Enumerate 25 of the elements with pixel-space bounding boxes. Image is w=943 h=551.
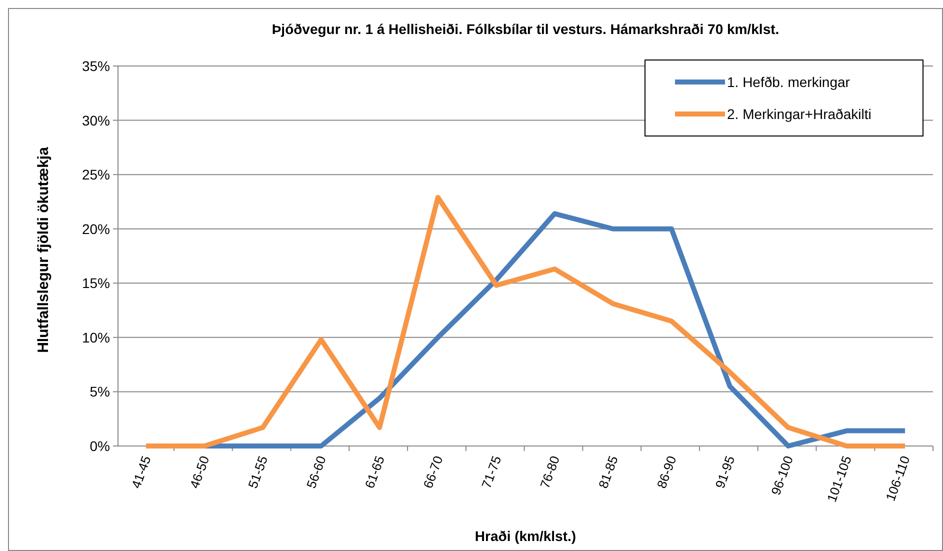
y-tick-label: 15% bbox=[82, 275, 110, 292]
y-tick-label: 10% bbox=[82, 329, 110, 346]
legend-label: 1. Hefðb. merkingar bbox=[727, 74, 850, 90]
x-tick-label: 76-80 bbox=[537, 454, 563, 490]
y-tick-label: 25% bbox=[82, 166, 110, 183]
y-axis-title: Hlutfallslegur fjöldi ökutækja bbox=[35, 146, 52, 353]
y-tick-label: 30% bbox=[82, 112, 110, 128]
x-tick-label: 71-75 bbox=[478, 454, 504, 490]
x-tick-label: 51-55 bbox=[245, 454, 271, 490]
y-tick-label: 5% bbox=[90, 384, 110, 400]
x-tick-label: 46-50 bbox=[186, 454, 212, 490]
x-tick-label: 66-70 bbox=[420, 454, 446, 490]
y-tick-label: 35% bbox=[82, 58, 110, 74]
x-tick-label: 96-100 bbox=[768, 454, 796, 498]
chart-title: Þjóðvegur nr. 1 á Hellisheiði. Fólksbílar til vesturs. Hámarkshraði 70 km/klst. bbox=[272, 21, 780, 37]
y-tick-label: 0% bbox=[90, 438, 110, 454]
y-tick-label: 20% bbox=[82, 220, 110, 237]
x-axis-title: Hraði (km/klst.) bbox=[474, 528, 576, 544]
x-tick-label: 86-90 bbox=[654, 454, 680, 490]
legend-label: 2. Merkingar+Hraðakilti bbox=[727, 106, 872, 122]
x-tick-label: 41-45 bbox=[128, 454, 154, 490]
x-tick-label: 61-65 bbox=[362, 454, 388, 490]
x-tick-label: 91-95 bbox=[712, 454, 738, 490]
x-tick-label: 81-85 bbox=[595, 454, 621, 490]
x-tick-label: 56-60 bbox=[304, 454, 329, 490]
